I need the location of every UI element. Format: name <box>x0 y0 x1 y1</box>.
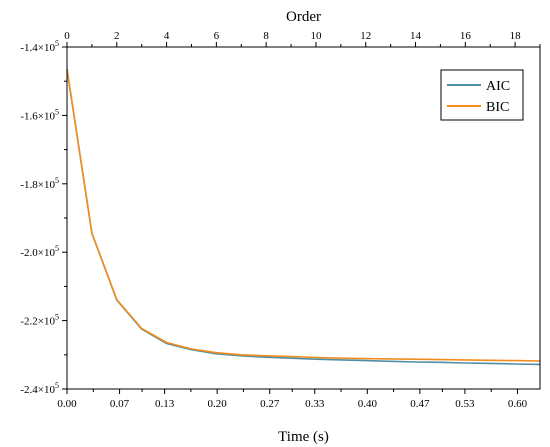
y-tick-label: -1.8×105 <box>20 176 59 191</box>
x-tick-label: 0.53 <box>455 398 475 410</box>
x-tick-label: 0.07 <box>110 398 130 410</box>
legend: AIC BIC <box>440 69 524 121</box>
x-tick-label: 0.47 <box>410 398 430 410</box>
y-tick-label: -2.2×105 <box>20 313 59 328</box>
y-axis: -1.4×105 -1.6×105 -1.8×105 -2.0×105 -2.2×105… <box>20 39 67 396</box>
x-tick-label: 0.13 <box>155 398 175 410</box>
x-tick-label: 0.00 <box>57 398 77 410</box>
x2-tick-label: 0 <box>64 30 70 42</box>
x-tick-label: 0.20 <box>208 398 228 410</box>
x2-tick-label: 6 <box>214 30 220 42</box>
x2-tick-label: 12 <box>360 30 371 42</box>
series-line-bic <box>66 69 541 362</box>
y-tick-label: -2.0×105 <box>20 244 59 259</box>
x2-tick-label: 4 <box>164 30 170 42</box>
x-tick-label: 0.33 <box>305 398 325 410</box>
top-axis-title: Order <box>286 9 321 25</box>
legend-label-aic: AIC <box>486 79 510 94</box>
y-tick-label: -2.4×105 <box>20 381 59 396</box>
x-tick-label: 0.60 <box>508 398 528 410</box>
x2-tick-label: 10 <box>310 30 322 42</box>
x-axis-top: 0 2 4 6 8 10 12 14 16 18 <box>64 30 541 47</box>
y-tick-label: -1.4×105 <box>20 39 59 54</box>
x-axis-bottom: 0.00 0.07 0.13 0.20 0.27 0.33 0.40 0.47 0.53 0.60 <box>57 389 528 410</box>
x2-tick-label: 16 <box>460 30 472 42</box>
x2-tick-label: 8 <box>263 30 269 42</box>
x-axis-title: Time (s) <box>278 429 329 445</box>
x2-tick-label: 14 <box>410 30 422 42</box>
x2-tick-label: 2 <box>114 30 120 42</box>
y-tick-label: -1.6×105 <box>20 107 59 122</box>
legend-box <box>440 69 524 121</box>
x-tick-label: 0.27 <box>260 398 280 410</box>
x-tick-label: 0.40 <box>358 398 378 410</box>
legend-label-bic: BIC <box>486 100 509 115</box>
plot-lines <box>66 69 541 366</box>
x2-tick-label: 18 <box>510 30 522 42</box>
